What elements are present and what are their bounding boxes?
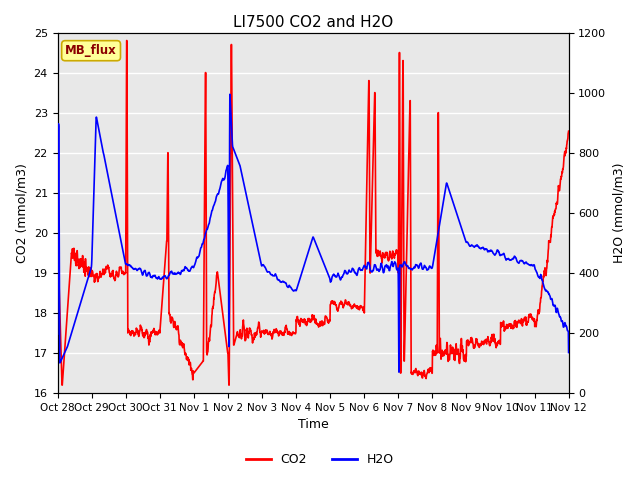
X-axis label: Time: Time: [298, 419, 328, 432]
Y-axis label: H2O (mmol/m3): H2O (mmol/m3): [612, 163, 625, 263]
Legend: CO2, H2O: CO2, H2O: [241, 448, 399, 471]
Title: LI7500 CO2 and H2O: LI7500 CO2 and H2O: [233, 15, 393, 30]
Y-axis label: CO2 (mmol/m3): CO2 (mmol/m3): [15, 163, 28, 263]
Text: MB_flux: MB_flux: [65, 44, 117, 57]
